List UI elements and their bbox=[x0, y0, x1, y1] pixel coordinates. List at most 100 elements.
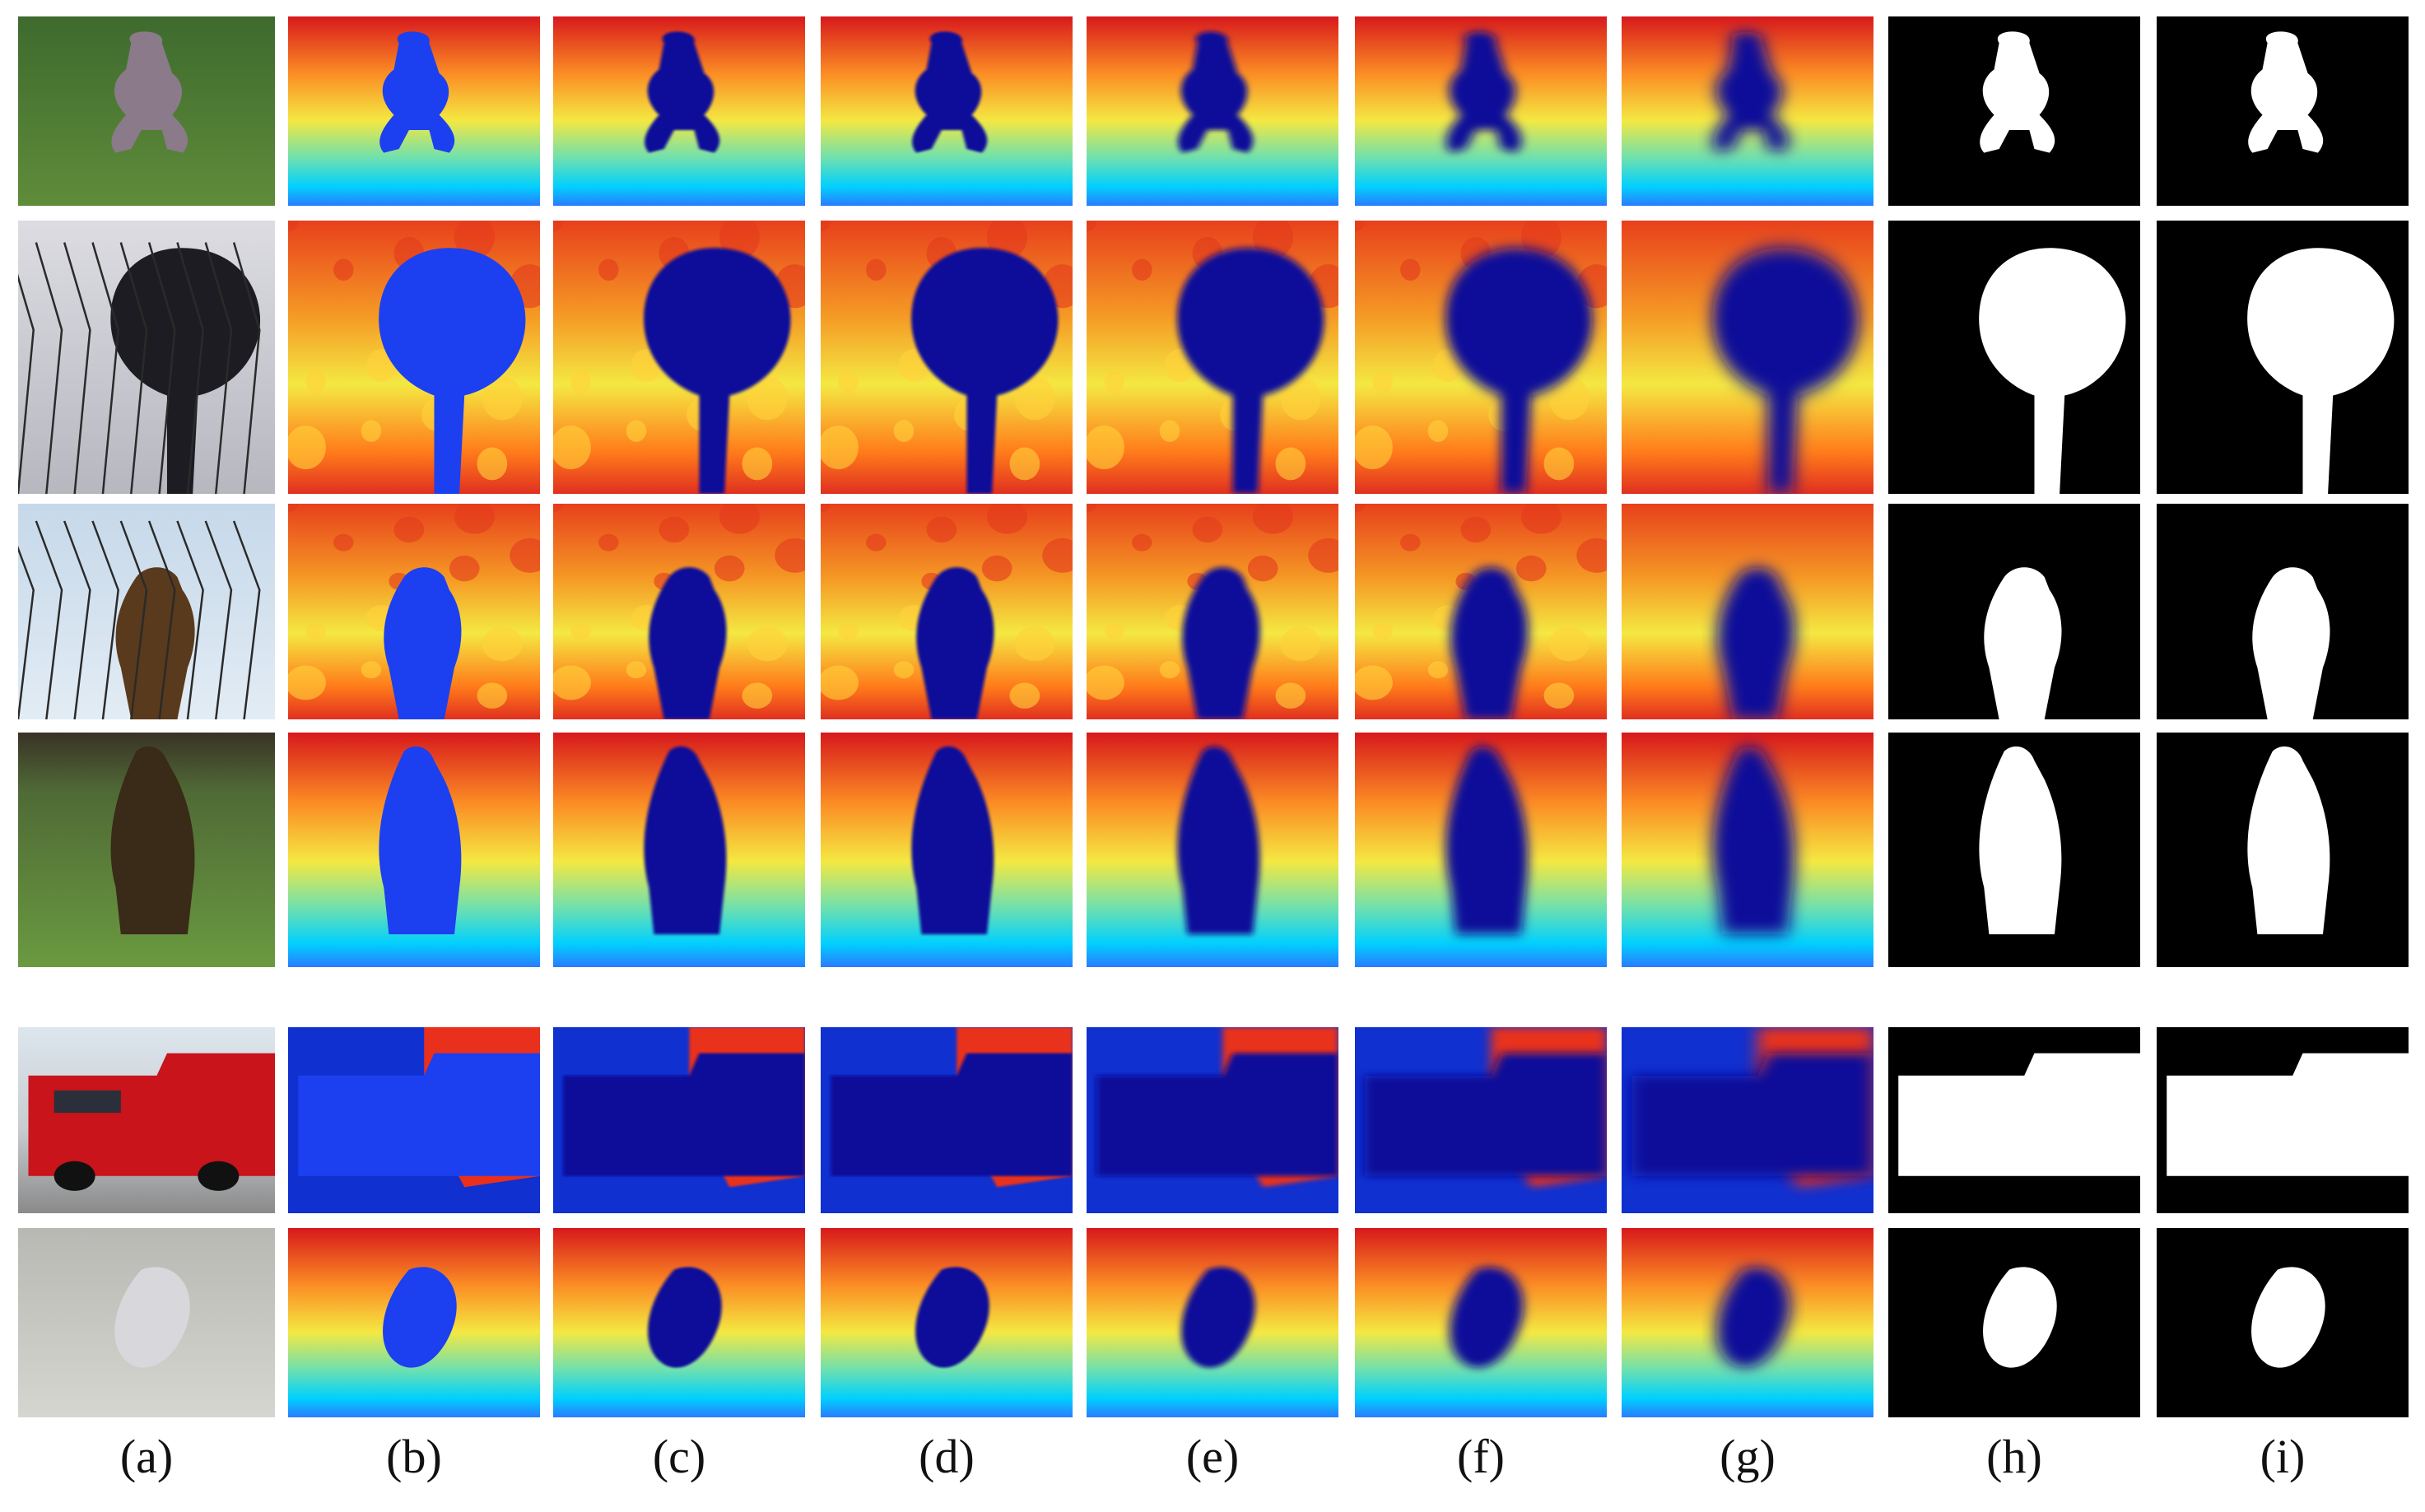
tile-image bbox=[1622, 221, 1873, 494]
subject-mask bbox=[1980, 31, 2055, 153]
tile-image bbox=[1622, 504, 1873, 719]
tile-heater-h bbox=[1888, 1228, 2140, 1417]
subject-mask bbox=[2248, 31, 2324, 153]
subject-depth-region bbox=[645, 31, 720, 153]
subject-depth-region bbox=[1365, 1053, 1607, 1176]
tile-heater-c bbox=[553, 1228, 805, 1417]
tile-image bbox=[18, 221, 275, 494]
tile-image bbox=[553, 504, 805, 719]
subject-mask bbox=[1983, 1267, 2057, 1368]
tile-image bbox=[1087, 504, 1338, 719]
tile-image bbox=[1087, 1027, 1338, 1213]
subject-depth-region bbox=[1181, 1267, 1255, 1368]
subject-depth-region bbox=[1177, 746, 1260, 935]
subject-depth-region bbox=[1450, 567, 1529, 719]
subject-depth-region bbox=[1445, 248, 1593, 494]
tile-squirrel-i bbox=[2157, 16, 2409, 206]
column-label-a: (a) bbox=[119, 1430, 174, 1483]
column-label-h: (h) bbox=[1986, 1430, 2042, 1483]
tile-eagle-f bbox=[1355, 733, 1607, 967]
subject-depth-region bbox=[1446, 31, 1522, 153]
subject-depth-region bbox=[379, 248, 526, 494]
tile-image bbox=[553, 1228, 805, 1417]
subject-depth-region bbox=[648, 1267, 722, 1368]
tile-firetruck-g bbox=[1622, 1027, 1873, 1213]
subject-depth-region bbox=[298, 1053, 540, 1176]
tile-firetruck-c bbox=[553, 1027, 805, 1213]
tile-image bbox=[821, 221, 1073, 494]
tile-image bbox=[1888, 1228, 2140, 1417]
tile-squirrel-f bbox=[1355, 16, 1607, 206]
tile-image bbox=[288, 16, 540, 206]
tile-squirrel-b bbox=[288, 16, 540, 206]
tile-image bbox=[18, 733, 275, 967]
tile-image bbox=[288, 504, 540, 719]
subject-mask bbox=[2167, 1053, 2409, 1176]
tile-clock-a bbox=[18, 221, 275, 494]
subject-mask bbox=[2247, 248, 2395, 494]
subject-mask bbox=[2251, 1267, 2325, 1368]
tile-heater-f bbox=[1355, 1228, 1607, 1417]
tile-hawk-b bbox=[288, 504, 540, 719]
tile-image bbox=[288, 1228, 540, 1417]
tile-hawk-i bbox=[2157, 504, 2409, 719]
subject-depth-region bbox=[1712, 746, 1795, 935]
column-label-c: (c) bbox=[652, 1430, 706, 1483]
tile-heater-d bbox=[821, 1228, 1073, 1417]
tile-image bbox=[288, 1027, 540, 1213]
tile-heater-g bbox=[1622, 1228, 1873, 1417]
tile-clock-d bbox=[821, 221, 1073, 494]
tile-firetruck-i bbox=[2157, 1027, 2409, 1213]
subject-depth-region bbox=[1717, 567, 1795, 719]
subject-depth-region bbox=[1713, 31, 1789, 153]
tile-image bbox=[18, 1027, 275, 1213]
tile-hawk-f bbox=[1355, 504, 1607, 719]
tile-eagle-h bbox=[1888, 733, 2140, 967]
tile-image bbox=[288, 221, 540, 494]
tile-firetruck-d bbox=[821, 1027, 1073, 1213]
tile-eagle-i bbox=[2157, 733, 2409, 967]
tile-clock-b bbox=[288, 221, 540, 494]
subject-silhouette bbox=[110, 248, 261, 494]
column-label-g: (g) bbox=[1720, 1430, 1776, 1483]
tile-hawk-d bbox=[821, 504, 1073, 719]
tile-eagle-e bbox=[1087, 733, 1338, 967]
subject-depth-region bbox=[1096, 1053, 1338, 1176]
subject-depth-region bbox=[1182, 567, 1260, 719]
tile-squirrel-g bbox=[1622, 16, 1873, 206]
tile-clock-i bbox=[2157, 221, 2409, 494]
tile-image bbox=[1888, 733, 2140, 967]
tile-image bbox=[1087, 221, 1338, 494]
tile-image bbox=[821, 16, 1073, 206]
tile-image bbox=[1355, 1027, 1607, 1213]
column-label-e: (e) bbox=[1185, 1430, 1240, 1483]
tile-squirrel-e bbox=[1087, 16, 1338, 206]
subject-depth-region bbox=[915, 1267, 989, 1368]
subject-depth-region bbox=[916, 567, 994, 719]
tile-image bbox=[288, 733, 540, 967]
tile-eagle-a bbox=[18, 733, 275, 967]
subject-depth-region bbox=[644, 746, 727, 935]
subject-depth-region bbox=[379, 746, 462, 935]
subject-depth-region bbox=[379, 31, 455, 153]
subject-depth-region bbox=[1716, 1267, 1790, 1368]
subject-mask bbox=[2247, 746, 2330, 935]
tile-hawk-c bbox=[553, 504, 805, 719]
subject-depth-region bbox=[911, 248, 1059, 494]
tile-image bbox=[1355, 1228, 1607, 1417]
column-label-d: (d) bbox=[919, 1430, 975, 1483]
subject-depth-region bbox=[1178, 31, 1254, 153]
subject-depth-region bbox=[384, 567, 462, 719]
tile-image bbox=[553, 16, 805, 206]
tile-eagle-d bbox=[821, 733, 1073, 967]
tile-clock-h bbox=[1888, 221, 2140, 494]
subject-depth-region bbox=[644, 248, 791, 494]
tile-hawk-h bbox=[1888, 504, 2140, 719]
tile-heater-i bbox=[2157, 1228, 2409, 1417]
subject-depth-region bbox=[1450, 1267, 1524, 1368]
tile-image bbox=[1622, 16, 1873, 206]
tile-image bbox=[1355, 504, 1607, 719]
subject-depth-region bbox=[1445, 746, 1529, 935]
column-label-i: (i) bbox=[2260, 1430, 2306, 1483]
